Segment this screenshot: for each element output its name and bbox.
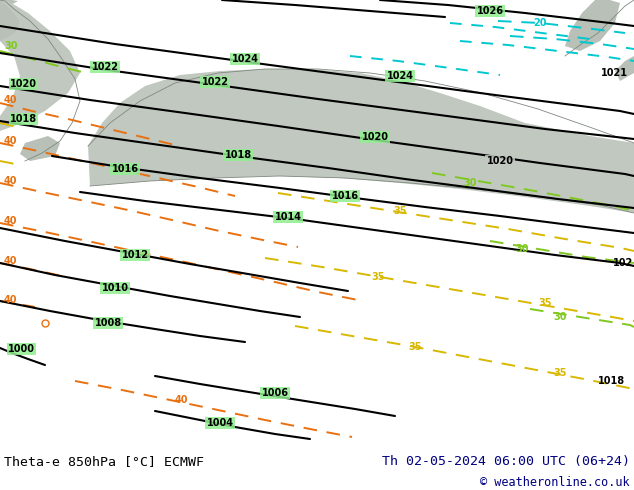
Text: 40: 40 xyxy=(4,256,18,266)
Text: © weatheronline.co.uk: © weatheronline.co.uk xyxy=(481,476,630,489)
Text: 30: 30 xyxy=(4,41,18,51)
Text: 35: 35 xyxy=(408,342,422,352)
Text: 1006: 1006 xyxy=(261,388,288,398)
Text: 35: 35 xyxy=(393,206,407,216)
Text: 1020: 1020 xyxy=(10,79,37,89)
Text: 40: 40 xyxy=(4,216,18,226)
Text: Theta-e 850hPa [°C] ECMWF: Theta-e 850hPa [°C] ECMWF xyxy=(4,455,204,468)
Text: 1012: 1012 xyxy=(122,250,148,260)
Text: 1014: 1014 xyxy=(275,212,302,222)
Text: 40: 40 xyxy=(175,395,188,405)
Text: 30: 30 xyxy=(515,244,529,254)
Polygon shape xyxy=(88,69,634,213)
Text: 1022: 1022 xyxy=(91,62,119,72)
Text: 1018: 1018 xyxy=(224,150,252,160)
Text: 35: 35 xyxy=(538,298,552,308)
Text: 1024: 1024 xyxy=(387,71,413,81)
Text: 102: 102 xyxy=(612,258,633,268)
Polygon shape xyxy=(565,0,620,51)
Text: 1018: 1018 xyxy=(598,376,625,386)
Text: 40: 40 xyxy=(4,295,18,305)
Text: 30: 30 xyxy=(553,312,567,322)
Text: 1010: 1010 xyxy=(101,283,129,293)
Text: 40: 40 xyxy=(4,176,18,186)
Text: Th 02-05-2024 06:00 UTC (06+24): Th 02-05-2024 06:00 UTC (06+24) xyxy=(382,455,630,468)
Polygon shape xyxy=(0,0,18,11)
Text: 1026: 1026 xyxy=(477,6,503,16)
Text: 30: 30 xyxy=(463,178,477,188)
Polygon shape xyxy=(0,0,80,131)
Text: 1020: 1020 xyxy=(361,132,389,142)
Text: 35: 35 xyxy=(372,272,385,282)
Text: 1024: 1024 xyxy=(231,54,259,64)
Text: 40: 40 xyxy=(4,136,18,146)
Text: 1018: 1018 xyxy=(10,114,37,124)
Text: 20: 20 xyxy=(533,18,547,28)
Text: 40: 40 xyxy=(4,95,18,105)
Text: 35: 35 xyxy=(553,368,567,378)
Text: 1022: 1022 xyxy=(202,77,228,87)
Polygon shape xyxy=(20,136,60,161)
Polygon shape xyxy=(615,56,634,81)
Text: 1016: 1016 xyxy=(332,191,358,201)
Polygon shape xyxy=(0,0,20,41)
Text: 1000: 1000 xyxy=(8,344,35,354)
Text: 1020: 1020 xyxy=(486,156,514,166)
Text: 1016: 1016 xyxy=(112,164,138,174)
Text: 1021: 1021 xyxy=(601,68,628,78)
Text: 1008: 1008 xyxy=(94,318,122,328)
Text: 1004: 1004 xyxy=(207,418,233,428)
